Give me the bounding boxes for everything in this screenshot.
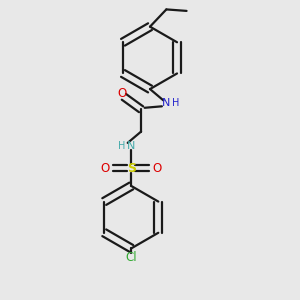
- Text: H: H: [172, 98, 179, 108]
- Text: O: O: [100, 162, 110, 175]
- Text: N: N: [162, 98, 170, 108]
- Text: Cl: Cl: [125, 251, 137, 264]
- Text: O: O: [153, 162, 162, 175]
- Text: O: O: [117, 87, 127, 100]
- Text: S: S: [127, 162, 136, 175]
- Text: N: N: [127, 141, 136, 151]
- Text: H: H: [118, 141, 125, 151]
